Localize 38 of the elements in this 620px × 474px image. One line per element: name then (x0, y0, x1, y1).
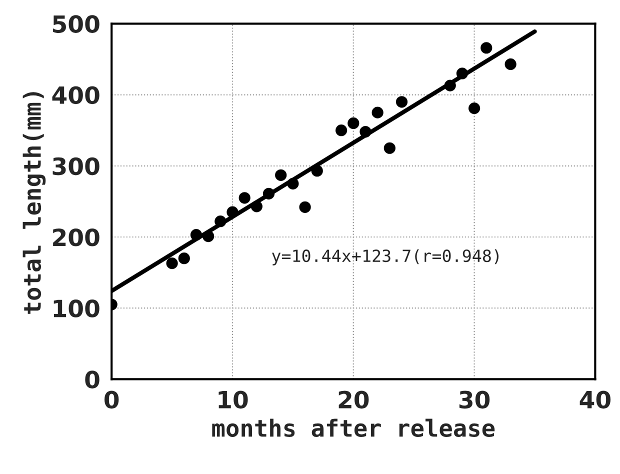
point (504, 58, 516, 70)
point (275, 169, 287, 181)
point (468, 102, 480, 114)
point (238, 192, 250, 204)
point (348, 117, 360, 130)
y-tick-label: 300 (52, 157, 100, 176)
point (178, 252, 190, 264)
point (384, 142, 396, 154)
x-tick-label: 30 (459, 390, 490, 409)
x-tick-label: 10 (218, 390, 248, 409)
y-tick-label: 100 (54, 300, 100, 318)
point (262, 188, 275, 200)
point (444, 80, 456, 92)
point (336, 124, 348, 136)
y-tick-label: 400 (52, 86, 100, 104)
point (456, 68, 468, 80)
point (396, 96, 408, 108)
point (480, 42, 492, 54)
point (299, 201, 311, 213)
point (250, 200, 262, 212)
x-tick-label: 20 (338, 390, 369, 409)
annotation: y=10.44x+123.7(r=0.948) (272, 249, 499, 266)
y-tick-label: 0 (85, 370, 100, 389)
y-axis-title: total length(mm) (22, 92, 46, 314)
point (360, 126, 372, 138)
point (372, 106, 384, 118)
point (166, 258, 178, 270)
point (202, 230, 214, 242)
point (214, 216, 226, 228)
y-tick-label: 500 (53, 15, 100, 34)
x-axis-title: months after release (212, 418, 495, 437)
x-tick-label: 40 (580, 390, 610, 409)
point (190, 229, 202, 241)
point (311, 165, 323, 177)
point (287, 178, 299, 190)
x-tick-label: 0 (104, 390, 119, 409)
point (226, 206, 238, 218)
y-tick-label: 200 (53, 228, 100, 246)
